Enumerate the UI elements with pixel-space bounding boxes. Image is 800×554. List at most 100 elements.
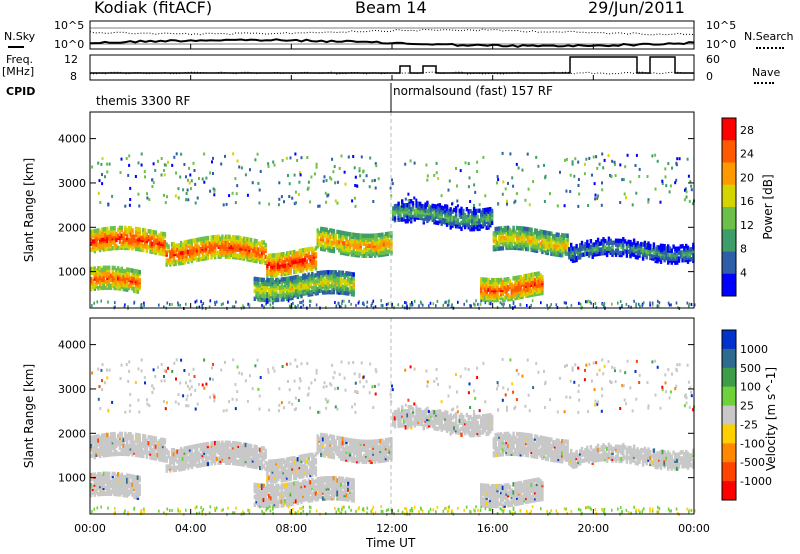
power-cell	[327, 229, 330, 235]
power-cell	[152, 248, 156, 253]
power-cell	[294, 289, 298, 294]
power-cell	[287, 251, 291, 256]
power-cell	[102, 231, 105, 236]
power-cell	[120, 280, 123, 285]
power-cell	[147, 244, 150, 250]
power-cell	[266, 263, 269, 268]
power-cell	[175, 152, 178, 156]
power-cell	[278, 285, 282, 290]
power-cell	[176, 243, 179, 248]
power-cell	[426, 208, 429, 214]
power-cell	[294, 263, 298, 268]
power-cell	[306, 156, 309, 159]
power-cell	[429, 205, 433, 210]
power-cell	[483, 219, 487, 225]
power-cell	[658, 257, 661, 262]
power-cell	[102, 227, 105, 232]
power-cell	[215, 242, 219, 248]
cpid-label: CPID	[6, 85, 36, 98]
power-cell	[258, 201, 261, 205]
power-cell	[225, 202, 228, 206]
power-cell	[271, 269, 274, 274]
power-cell	[600, 247, 603, 252]
power-cell	[410, 199, 413, 204]
power-cell	[124, 269, 127, 274]
power-cell	[248, 245, 251, 250]
power-cell	[298, 276, 301, 281]
power-cell	[200, 300, 202, 304]
power-cell	[296, 251, 300, 256]
power-cell	[623, 192, 626, 196]
power-cell	[332, 229, 336, 234]
power-cell	[91, 229, 95, 234]
y-tick-label: 2000	[58, 221, 86, 234]
power-cell	[262, 240, 265, 245]
power-cell	[134, 175, 137, 178]
power-cell	[374, 186, 377, 190]
power-cell	[128, 154, 131, 158]
power-cell	[259, 289, 262, 294]
power-cell	[329, 248, 332, 253]
power-cell	[143, 238, 147, 243]
power-cell	[99, 201, 102, 204]
power-cell	[336, 229, 339, 235]
power-cell	[433, 210, 436, 215]
power-cell	[269, 303, 272, 307]
power-cell	[259, 253, 262, 259]
power-cell	[172, 257, 176, 263]
power-cell	[528, 231, 531, 236]
nave-legend-line	[754, 82, 774, 84]
power-cell	[417, 201, 420, 206]
power-cell	[365, 174, 368, 178]
power-cell	[166, 195, 168, 199]
power-cell	[106, 236, 109, 242]
power-cell	[343, 170, 346, 174]
power-cell	[462, 222, 465, 228]
power-cell	[354, 175, 357, 179]
power-cell	[436, 210, 440, 216]
power-cell	[339, 286, 343, 291]
power-cell	[638, 249, 641, 254]
power-cell	[278, 252, 282, 257]
power-cell	[334, 181, 337, 185]
power-cell	[374, 241, 377, 246]
power-cell	[235, 253, 238, 258]
power-cell	[341, 240, 345, 246]
power-cell	[289, 282, 292, 287]
power-cell	[345, 279, 348, 284]
power-cell	[406, 203, 409, 208]
power-cell	[287, 259, 291, 264]
power-cell	[471, 215, 474, 220]
power-cell	[185, 198, 188, 202]
power-cell	[524, 198, 527, 202]
power-cell	[327, 276, 330, 281]
power-cell	[636, 241, 639, 246]
power-cell	[463, 212, 467, 218]
power-cell	[418, 304, 420, 308]
power-cell	[336, 286, 339, 291]
power-cell	[517, 230, 521, 235]
power-cell	[137, 192, 140, 196]
power-cell	[343, 299, 345, 303]
power-cell	[253, 252, 256, 257]
nave-series	[90, 56, 694, 74]
power-cell	[133, 234, 136, 239]
freq-tick-top: 12	[64, 53, 78, 66]
power-cell	[505, 289, 508, 294]
power-cell	[442, 217, 445, 223]
power-cell	[293, 249, 296, 255]
power-cell	[289, 256, 292, 261]
power-cell	[480, 277, 483, 282]
power-cell	[668, 246, 672, 251]
power-cell	[156, 234, 159, 240]
nave-tick-top: 60	[706, 53, 720, 66]
power-cell	[260, 277, 264, 282]
power-cell	[316, 234, 319, 239]
power-cell	[277, 293, 280, 299]
power-cell	[467, 185, 470, 189]
power-cell	[309, 274, 312, 279]
power-cell	[127, 173, 130, 177]
power-cell	[354, 204, 357, 208]
power-cell	[174, 243, 177, 249]
power-cell	[627, 239, 630, 245]
